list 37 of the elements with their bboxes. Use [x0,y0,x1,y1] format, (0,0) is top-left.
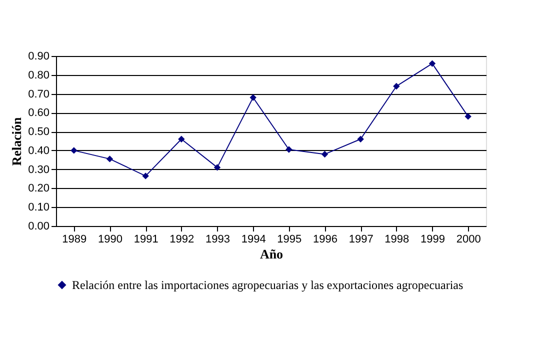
y-tick-label: 0.00 [28,220,50,232]
y-tick-label: 0.10 [28,202,50,214]
x-tick-label: 1992 [170,234,194,246]
x-tick-label: 1996 [313,234,338,246]
point [321,150,328,158]
point [178,136,185,142]
y-tick-label: 0.30 [28,164,50,176]
x-tick-label: 2000 [456,234,481,246]
y-tick-label: 0.20 [28,182,50,195]
y-tick-label: 0.40 [28,144,50,157]
x-tick-label: 1994 [241,234,266,246]
x-tick-label: 1991 [134,234,158,246]
y-tick-label: 0.80 [28,69,50,82]
legend-label: Relación entre las importaciones agropecuarias y las exportaciones agropecuarias [72,278,464,292]
y-tick-label: 0.90 [28,50,50,62]
point [214,164,221,171]
y-tick-label: 0.70 [28,88,50,100]
point [393,82,400,90]
point [428,60,436,67]
x-tick-label: 1995 [277,234,302,246]
point [70,147,78,154]
y-tick-label: 0.50 [28,126,50,138]
point [357,136,364,142]
point [142,172,149,180]
y-tick-label: 0.60 [28,107,50,120]
x-tick-label: 1999 [420,234,445,246]
x-axis-title: Año [260,246,284,262]
point [250,94,256,101]
y-axis-title: Relación [9,116,24,166]
point [286,146,292,153]
x-tick-label: 1998 [384,234,410,246]
x-tick-label: 1989 [62,234,87,246]
x-tick-label: 1997 [348,234,374,246]
point [464,113,472,120]
x-tick-label: 1990 [98,234,122,246]
x-tick-label: 1993 [206,234,230,246]
point [106,156,114,162]
